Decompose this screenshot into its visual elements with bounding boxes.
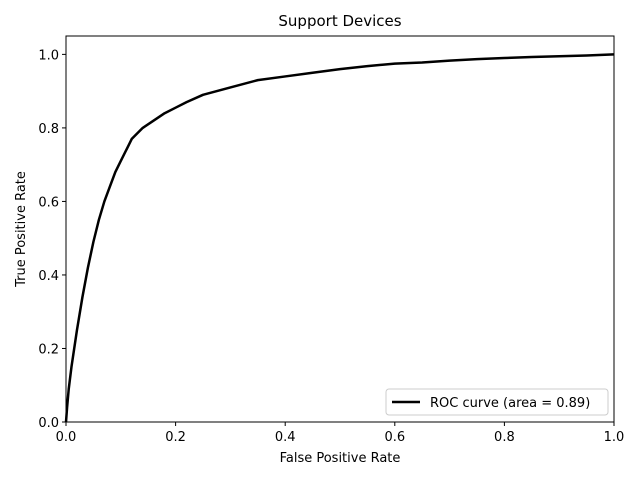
legend-label: ROC curve (area = 0.89): [430, 396, 590, 411]
y-tick-label: 0.0: [38, 416, 59, 431]
x-axis-ticks: 0.0 0.2 0.4 0.6 0.8 1.0: [56, 422, 625, 445]
x-tick-label: 0.0: [56, 430, 77, 445]
x-axis-label: False Positive Rate: [280, 451, 401, 466]
plot-area-frame: [65, 35, 615, 423]
chart-title: Support Devices: [278, 12, 401, 30]
x-tick-label: 0.2: [165, 430, 186, 445]
y-tick-label: 0.2: [38, 342, 59, 357]
x-tick-label: 0.6: [384, 430, 405, 445]
y-tick-label: 0.6: [38, 195, 59, 210]
y-axis-label: True Positive Rate: [14, 171, 29, 288]
x-tick-label: 0.8: [494, 430, 515, 445]
x-tick-label: 0.4: [275, 430, 296, 445]
x-tick-label: 1.0: [604, 430, 625, 445]
y-axis-ticks: 0.0 0.2 0.4 0.6 0.8 1.0: [38, 48, 66, 431]
y-tick-label: 0.8: [38, 122, 59, 137]
legend: ROC curve (area = 0.89): [385, 388, 609, 416]
y-tick-label: 1.0: [38, 48, 59, 63]
y-tick-label: 0.4: [38, 269, 59, 284]
roc-curve-line: [64, 53, 615, 423]
legend-box: [385, 388, 609, 416]
